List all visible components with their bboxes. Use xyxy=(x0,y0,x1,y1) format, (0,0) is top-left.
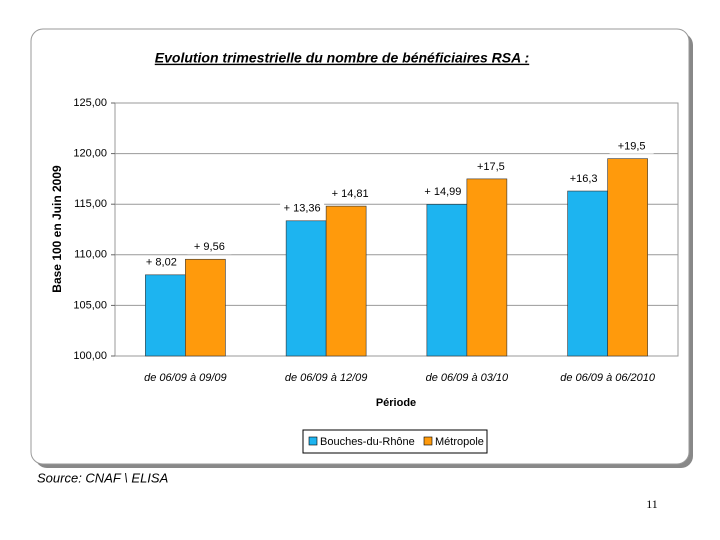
value-label-box xyxy=(328,187,373,202)
source: Source: CNAF \ ELISA xyxy=(37,470,168,485)
y-tick-label: 110,00 xyxy=(74,249,107,261)
bar xyxy=(285,220,327,357)
value-label-box xyxy=(468,159,513,174)
bar xyxy=(145,274,186,357)
y-axis-label: Base 100 en Juin 2009 xyxy=(50,165,64,293)
bar xyxy=(567,190,608,357)
x-tick-label: de 06/09 à 03/10 xyxy=(426,372,509,384)
legend-swatch xyxy=(423,436,433,446)
x-tick-label: de 06/09 à 06/2010 xyxy=(560,372,656,384)
value-label-box xyxy=(187,240,232,255)
legend-label: Métropole xyxy=(435,436,484,448)
y-tick-label: 115,00 xyxy=(74,198,107,210)
bar xyxy=(607,158,648,357)
value-label: + 14,99 xyxy=(424,186,461,198)
value-label-box xyxy=(609,139,654,154)
value-label-box xyxy=(139,255,184,270)
value-label-box xyxy=(561,172,606,187)
value-label: + 14,81 xyxy=(332,188,369,200)
bar xyxy=(185,258,226,357)
value-label: +16,3 xyxy=(570,173,598,185)
y-tick-label: 125,00 xyxy=(73,97,107,109)
value-label: +17,5 xyxy=(477,161,505,173)
bar xyxy=(466,178,508,357)
value-label-box xyxy=(280,201,325,216)
value-label: + 8,02 xyxy=(146,257,177,269)
y-tick-label: 120,00 xyxy=(73,148,107,160)
y-tick-label: 100,00 xyxy=(73,350,107,362)
legend-box xyxy=(302,429,488,454)
y-tick-label: 105,00 xyxy=(73,299,107,311)
legend-swatch xyxy=(308,436,318,446)
bar xyxy=(325,205,367,357)
x-tick-label: de 06/09 à 09/09 xyxy=(144,372,227,384)
chart-title: Evolution trimestrielle du nombre de bén… xyxy=(155,50,529,66)
value-label: +19,5 xyxy=(618,141,646,153)
page-number: 11 xyxy=(646,497,658,511)
value-label: + 13,36 xyxy=(284,203,321,215)
value-label: + 9,56 xyxy=(194,241,225,253)
bar xyxy=(426,204,468,357)
x-tick-label: de 06/09 à 12/09 xyxy=(285,372,368,384)
x-axis-label: Période xyxy=(376,397,416,409)
legend-label: Bouches-du-Rhône xyxy=(320,436,415,448)
value-label-box xyxy=(420,185,465,200)
